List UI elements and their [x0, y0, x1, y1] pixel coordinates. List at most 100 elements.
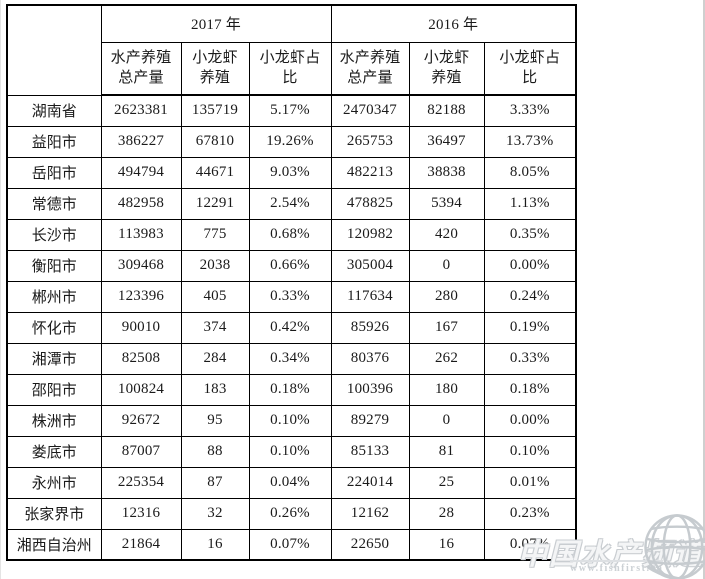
cell-2017-total: 100824 — [100, 373, 182, 406]
table-row: 株洲市 92672 95 0.10% 89279 0 0.00% — [6, 404, 577, 437]
cell-2017-total: 225354 — [100, 466, 182, 499]
table-row: 湘西自治州 21864 16 0.07% 22650 16 0.07% — [6, 528, 577, 561]
cell-2017-crayfish: 374 — [180, 311, 250, 344]
globe-icon — [644, 514, 705, 579]
cell-2017-total: 90010 — [100, 311, 182, 344]
cell-2017-share: 0.04% — [248, 466, 332, 499]
region-cell: 湖南省 — [6, 94, 102, 127]
cell-2017-total: 309468 — [100, 249, 182, 282]
cell-2016-share: 3.33% — [483, 94, 577, 127]
cell-2017-share: 5.17% — [248, 94, 332, 127]
cell-2016-crayfish: 25 — [408, 466, 485, 499]
cell-2017-total: 386227 — [100, 125, 182, 158]
region-cell: 常德市 — [6, 187, 102, 220]
region-cell: 岳阳市 — [6, 156, 102, 189]
col-header-2017-share: 小龙虾占 比 — [248, 41, 332, 96]
col-header-2017-crayfish: 小龙虾 养殖 — [180, 41, 250, 96]
cell-2017-share: 0.10% — [248, 435, 332, 468]
cell-2017-total: 87007 — [100, 435, 182, 468]
cell-2016-total: 120982 — [330, 218, 410, 251]
cell-2016-share: 0.00% — [483, 404, 577, 437]
cell-2016-share: 0.07% — [483, 528, 577, 561]
cell-2016-total: 85926 — [330, 311, 410, 344]
crayfish-production-table: 2017 年 2016 年 水产养殖 总产量 小龙虾 养殖 小龙虾占 比 水产养… — [6, 4, 578, 561]
col-header-2016-share: 小龙虾占 比 — [483, 41, 577, 96]
cell-2017-crayfish: 87 — [180, 466, 250, 499]
region-cell: 衡阳市 — [6, 249, 102, 282]
cell-2016-share: 0.01% — [483, 466, 577, 499]
cell-2016-total: 12162 — [330, 497, 410, 530]
page-edge-line-left — [0, 0, 1, 579]
cell-2017-crayfish: 32 — [180, 497, 250, 530]
cell-2016-crayfish: 167 — [408, 311, 485, 344]
table-row: 长沙市 113983 775 0.68% 120982 420 0.35% — [6, 218, 577, 251]
year-header-row: 2017 年 2016 年 — [6, 4, 577, 96]
region-cell: 张家界市 — [6, 497, 102, 530]
subheader-row: 水产养殖 总产量 小龙虾 养殖 小龙虾占 比 水产养殖 总产量 小龙虾 养殖 小… — [7, 41, 577, 96]
cell-2016-share: 0.18% — [483, 373, 577, 406]
cell-2016-total: 22650 — [330, 528, 410, 561]
cell-2017-share: 0.18% — [248, 373, 332, 406]
cell-2017-crayfish: 88 — [180, 435, 250, 468]
cell-2017-share: 0.10% — [248, 404, 332, 437]
cell-2016-crayfish: 28 — [408, 497, 485, 530]
region-cell: 株洲市 — [6, 404, 102, 437]
cell-2017-crayfish: 2038 — [180, 249, 250, 282]
cell-2016-share: 13.73% — [483, 125, 577, 158]
table-body: 湖南省 2623381 135719 5.17% 2470347 82188 3… — [6, 94, 577, 561]
table-row: 常德市 482958 12291 2.54% 478825 5394 1.13% — [6, 187, 577, 220]
col-header-2016-total: 水产养殖 总产量 — [330, 41, 410, 96]
cell-2017-share: 0.42% — [248, 311, 332, 344]
page-edge-line-right — [703, 0, 705, 579]
region-cell: 长沙市 — [6, 218, 102, 251]
table-row: 湖南省 2623381 135719 5.17% 2470347 82188 3… — [6, 94, 577, 127]
cell-2016-crayfish: 5394 — [408, 187, 485, 220]
cell-2017-total: 113983 — [100, 218, 182, 251]
table-header: 2017 年 2016 年 水产养殖 总产量 小龙虾 养殖 小龙虾占 比 水产养… — [6, 4, 577, 96]
region-cell: 怀化市 — [6, 311, 102, 344]
cell-2017-share: 0.68% — [248, 218, 332, 251]
cell-2017-crayfish: 135719 — [180, 94, 250, 127]
cell-2017-share: 19.26% — [248, 125, 332, 158]
cell-2016-crayfish: 420 — [408, 218, 485, 251]
table-row: 郴州市 123396 405 0.33% 117634 280 0.24% — [6, 280, 577, 313]
cell-2017-total: 82508 — [100, 342, 182, 375]
cell-2017-total: 494794 — [100, 156, 182, 189]
year-2017-header: 2017 年 — [100, 4, 332, 43]
table-row: 怀化市 90010 374 0.42% 85926 167 0.19% — [6, 311, 577, 344]
cell-2016-share: 0.10% — [483, 435, 577, 468]
cell-2017-crayfish: 405 — [180, 280, 250, 313]
cell-2017-crayfish: 775 — [180, 218, 250, 251]
table-row: 岳阳市 494794 44671 9.03% 482213 38838 8.05… — [6, 156, 577, 189]
cell-2016-total: 100396 — [330, 373, 410, 406]
cell-2016-share: 0.35% — [483, 218, 577, 251]
cell-2016-total: 89279 — [330, 404, 410, 437]
table-row: 衡阳市 309468 2038 0.66% 305004 0 0.00% — [6, 249, 577, 282]
cell-2017-crayfish: 16 — [180, 528, 250, 561]
region-cell: 邵阳市 — [6, 373, 102, 406]
cell-2016-crayfish: 180 — [408, 373, 485, 406]
cell-2016-crayfish: 262 — [408, 342, 485, 375]
cell-2017-share: 0.66% — [248, 249, 332, 282]
cell-2016-share: 0.00% — [483, 249, 577, 282]
cell-2016-total: 117634 — [330, 280, 410, 313]
region-cell: 郴州市 — [6, 280, 102, 313]
cell-2017-total: 482958 — [100, 187, 182, 220]
cell-2016-total: 80376 — [330, 342, 410, 375]
table-row: 永州市 225354 87 0.04% 224014 25 0.01% — [6, 466, 577, 499]
cell-2017-share: 0.34% — [248, 342, 332, 375]
cell-2017-share: 0.26% — [248, 497, 332, 530]
cell-2016-total: 85133 — [330, 435, 410, 468]
cell-2017-total: 21864 — [100, 528, 182, 561]
region-cell: 益阳市 — [6, 125, 102, 158]
cell-2016-total: 2470347 — [330, 94, 410, 127]
cell-2017-crayfish: 12291 — [180, 187, 250, 220]
cell-2017-crayfish: 67810 — [180, 125, 250, 158]
table-row: 湘潭市 82508 284 0.34% 80376 262 0.33% — [6, 342, 577, 375]
col-header-2017-total: 水产养殖 总产量 — [100, 41, 182, 96]
cell-2016-crayfish: 16 — [408, 528, 485, 561]
cell-2017-share: 0.07% — [248, 528, 332, 561]
table-row: 益阳市 386227 67810 19.26% 265753 36497 13.… — [6, 125, 577, 158]
cell-2017-total: 2623381 — [100, 94, 182, 127]
